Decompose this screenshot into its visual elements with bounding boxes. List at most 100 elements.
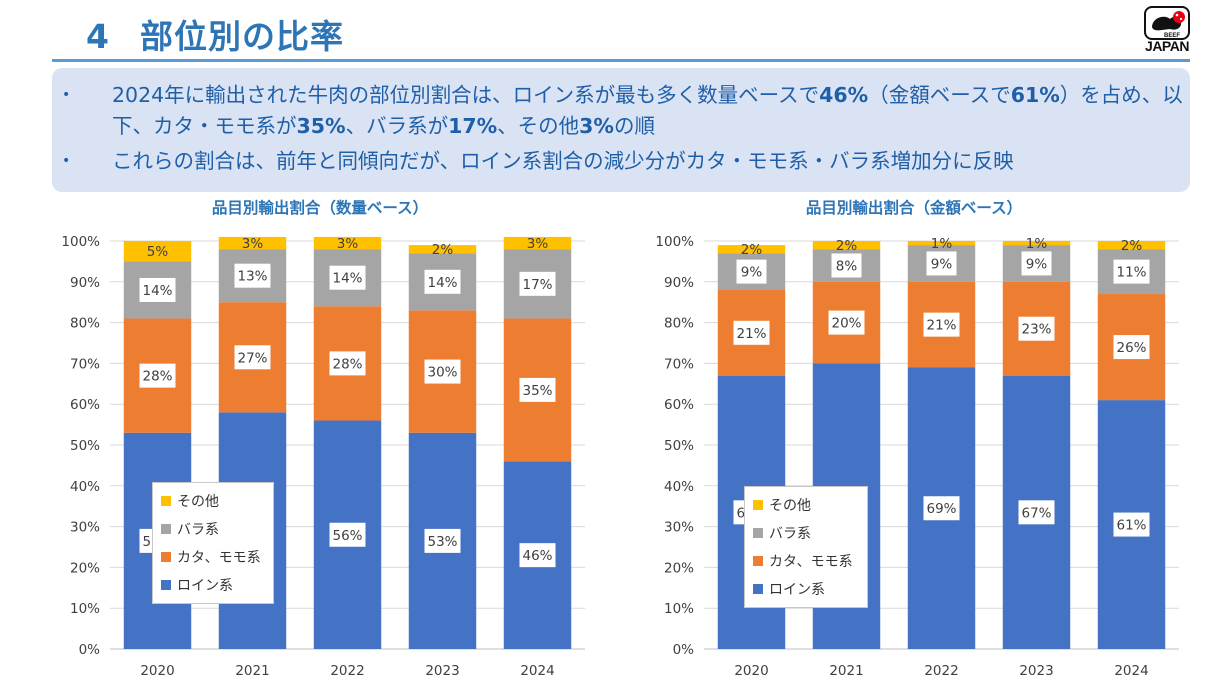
data-label: 2% bbox=[1121, 238, 1143, 254]
data-label-box bbox=[1113, 335, 1150, 360]
data-label: 69% bbox=[926, 501, 956, 517]
x-tick-label: 2020 bbox=[140, 663, 174, 679]
summary-highlight-value: 61% bbox=[1010, 83, 1060, 107]
data-label-box bbox=[926, 251, 957, 276]
legend-swatch bbox=[753, 584, 763, 594]
data-label: 14% bbox=[142, 283, 172, 299]
chart-legend: その他 バラ系 カタ、モモ系 ロイン系 bbox=[744, 486, 868, 608]
summary-bullet-2: • これらの割合は、前年と同傾向だが、ロイン系割合の減少分がカタ・モモ系・バラ系… bbox=[62, 146, 1202, 177]
data-label: 28% bbox=[332, 356, 362, 372]
data-label: 1% bbox=[1026, 236, 1048, 252]
volume-share-chart: 品目別輸出割合（数量ベース） 0% 10% 20% 30% 40% 50% 60% 70% 80… bbox=[40, 196, 600, 688]
summary-bullet-1: • 2024年に輸出された牛肉の部位別割合は、ロイン系が最も多く数量ベースで46… bbox=[62, 80, 1202, 142]
summary-highlight-value: 46% bbox=[819, 83, 869, 107]
y-tick-label: 70% bbox=[664, 356, 694, 372]
x-tick-label: 2020 bbox=[734, 663, 768, 679]
x-tick-label: 2023 bbox=[425, 663, 459, 679]
y-tick-label: 10% bbox=[70, 601, 100, 617]
legend-item-kata: カタ、モモ系 bbox=[161, 543, 265, 571]
legend-label: カタ、モモ系 bbox=[769, 554, 853, 570]
y-tick-label: 60% bbox=[70, 397, 100, 413]
value-share-chart: 品目別輸出割合（金額ベース） 0% 10% 20% 30% 40% 50% 60% 70% 80… bbox=[634, 196, 1194, 688]
data-label-box bbox=[519, 377, 556, 402]
x-tick-label: 2024 bbox=[1114, 663, 1148, 679]
data-label: 5% bbox=[147, 244, 169, 260]
data-label-box bbox=[519, 543, 556, 568]
bar-segment-other bbox=[1097, 241, 1166, 250]
y-tick-label: 30% bbox=[664, 520, 694, 536]
legend-swatch bbox=[161, 580, 171, 590]
data-label: 53% bbox=[427, 534, 457, 550]
bar-segment-other bbox=[218, 236, 287, 250]
data-label-box bbox=[831, 253, 862, 278]
data-label: 9% bbox=[931, 256, 953, 272]
data-label-box bbox=[329, 351, 366, 376]
data-label: 2% bbox=[432, 242, 454, 258]
data-label: 3% bbox=[527, 236, 549, 252]
data-label: 23% bbox=[1021, 322, 1051, 338]
data-label: 13% bbox=[237, 269, 267, 285]
legend-swatch bbox=[753, 556, 763, 566]
data-label: 46% bbox=[522, 548, 552, 564]
data-label: 30% bbox=[427, 365, 457, 381]
bar-segment-other bbox=[503, 236, 572, 250]
bar-segment-other bbox=[907, 241, 976, 246]
data-label: 8% bbox=[836, 258, 858, 274]
data-label: 9% bbox=[1026, 256, 1048, 272]
logo-small-text: BEEF bbox=[1164, 33, 1181, 39]
y-tick-label: 40% bbox=[70, 479, 100, 495]
data-label: 21% bbox=[926, 318, 956, 334]
legend-swatch bbox=[161, 552, 171, 562]
data-label: 11% bbox=[1116, 265, 1146, 281]
legend-label: バラ系 bbox=[769, 526, 811, 542]
chart-legend: その他 バラ系 カタ、モモ系 ロイン系 bbox=[152, 482, 274, 604]
data-label: 14% bbox=[332, 271, 362, 287]
chart-title: 品目別輸出割合（数量ベース） bbox=[211, 199, 429, 217]
data-label: 35% bbox=[522, 383, 552, 399]
chart-title: 品目別輸出割合（金額ベース） bbox=[805, 199, 1023, 217]
legend-item-bara: バラ系 bbox=[753, 519, 859, 547]
summary-text-fragment: ）を占め、以下、カタ・モモ系が bbox=[112, 83, 1183, 138]
summary-text-fragment: 、その他 bbox=[497, 114, 580, 138]
page-title: 4 部位別の比率 bbox=[86, 10, 344, 58]
data-label: 20% bbox=[831, 316, 861, 332]
data-label: 9% bbox=[741, 265, 763, 281]
x-tick-label: 2022 bbox=[924, 663, 958, 679]
y-tick-label: 0% bbox=[673, 642, 695, 658]
summary-bullet-2-text: これらの割合は、前年と同傾向だが、ロイン系割合の減少分がカタ・モモ系・バラ系増加… bbox=[112, 149, 1014, 173]
data-label: 56% bbox=[332, 528, 362, 544]
y-tick-label: 50% bbox=[664, 438, 694, 454]
data-label-box bbox=[329, 265, 366, 290]
data-label: 2% bbox=[741, 242, 763, 258]
bullet-dot-icon: • bbox=[62, 153, 71, 169]
x-tick-label: 2021 bbox=[829, 663, 863, 679]
x-tick-label: 2021 bbox=[235, 663, 269, 679]
legend-item-other: その他 bbox=[161, 487, 265, 515]
y-tick-label: 10% bbox=[664, 601, 694, 617]
y-tick-label: 90% bbox=[664, 275, 694, 291]
legend-swatch bbox=[161, 496, 171, 506]
data-label: 26% bbox=[1116, 340, 1146, 356]
y-tick-label: 30% bbox=[70, 520, 100, 536]
y-tick-label: 50% bbox=[70, 438, 100, 454]
logo-text: JAPAN bbox=[1145, 38, 1189, 54]
data-label-box bbox=[519, 271, 556, 296]
y-tick-label: 80% bbox=[664, 316, 694, 332]
title-divider bbox=[52, 59, 1190, 62]
x-tick-label: 2024 bbox=[520, 663, 554, 679]
chart-plot: 0% 10% 20% 30% 40% 50% 60% 70% 80% 90% 100% 67% 21% 9… bbox=[655, 234, 1179, 679]
legend-item-loin: ロイン系 bbox=[161, 571, 265, 599]
legend-label: ロイン系 bbox=[769, 582, 825, 598]
bar-segment-other bbox=[123, 241, 192, 262]
y-tick-label: 100% bbox=[655, 234, 694, 250]
summary-highlight-value: 35% bbox=[296, 114, 346, 138]
data-label: 17% bbox=[522, 277, 552, 293]
legend-swatch bbox=[753, 528, 763, 538]
legend-swatch bbox=[753, 500, 763, 510]
data-label-box bbox=[1018, 500, 1055, 525]
legend-item-kata: カタ、モモ系 bbox=[753, 547, 859, 575]
data-label-box bbox=[923, 496, 960, 521]
data-label-box bbox=[736, 259, 767, 284]
y-tick-label: 90% bbox=[70, 275, 100, 291]
legend-label: ロイン系 bbox=[177, 578, 233, 594]
